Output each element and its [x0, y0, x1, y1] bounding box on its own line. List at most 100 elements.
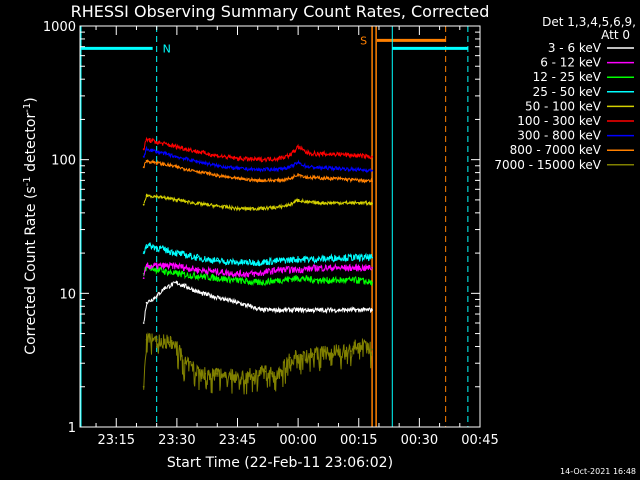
data-point	[289, 177, 291, 180]
night-flag-label: N	[163, 42, 171, 55]
data-point	[212, 295, 215, 298]
series-trace	[143, 263, 373, 287]
data-point	[188, 286, 190, 289]
data-point	[289, 166, 291, 169]
data-point	[155, 150, 158, 153]
legend-header-1: Det 1,3,4,5,6,9,	[542, 15, 636, 29]
legend-header-2: Att 0	[601, 28, 630, 42]
data-point	[216, 372, 219, 375]
data-point	[297, 268, 299, 271]
data-point	[155, 295, 158, 298]
data-point	[236, 207, 239, 210]
data-point	[305, 151, 308, 154]
x-tick-label: 00:15	[340, 433, 377, 448]
series-3-to-6keV	[142, 280, 373, 324]
data-point	[224, 298, 227, 301]
data-point	[333, 309, 336, 311]
data-point	[176, 155, 178, 158]
data-point	[216, 270, 219, 273]
data-point	[167, 341, 170, 344]
series-7000-to-15000keV	[142, 332, 373, 395]
data-point	[163, 286, 166, 289]
series-25-to-50keV	[142, 242, 373, 267]
series-trace	[143, 158, 373, 184]
data-point	[297, 258, 299, 261]
data-point	[277, 157, 279, 160]
data-point	[297, 173, 299, 176]
data-point	[273, 309, 275, 311]
data-point	[321, 309, 324, 311]
series-12-to-25keV	[142, 263, 373, 287]
data-point	[236, 272, 239, 275]
data-point	[337, 256, 340, 259]
data-point	[155, 338, 158, 341]
series-6-to-12keV	[142, 261, 373, 279]
data-point	[317, 279, 320, 282]
data-point	[256, 158, 259, 161]
x-tick-label: 00:00	[279, 433, 316, 448]
legend-label: 50 - 100 keV	[525, 99, 602, 113]
x-tick-label: 23:45	[219, 433, 256, 448]
data-point	[196, 268, 199, 271]
x-tick-label: 23:30	[158, 433, 195, 448]
data-point	[371, 169, 373, 172]
series-trace	[143, 261, 372, 279]
data-point	[337, 177, 340, 180]
data-point	[204, 372, 207, 375]
data-point	[264, 370, 267, 373]
series-trace	[143, 242, 373, 267]
data-point	[196, 202, 199, 205]
legend-label: 100 - 300 keV	[517, 114, 601, 128]
data-point	[371, 256, 373, 259]
data-point	[216, 154, 219, 157]
data-point	[145, 265, 148, 267]
series-100-to-300keV	[142, 136, 373, 163]
y-axis-label: Corrected Count Rate (s-1 detector-1)	[22, 97, 40, 354]
data-point	[145, 301, 148, 304]
data-point	[317, 202, 320, 204]
data-point	[216, 164, 219, 167]
data-point	[142, 277, 145, 279]
observing-flags: NS	[80, 26, 469, 427]
data-point	[155, 246, 158, 249]
data-point	[176, 145, 178, 148]
data-point	[277, 372, 279, 375]
data-point	[305, 165, 308, 168]
data-point	[277, 268, 279, 271]
footer-date: 14-Oct-2021 16:48	[560, 467, 636, 476]
series-trace	[143, 145, 373, 174]
data-point	[228, 372, 231, 375]
data-point	[200, 292, 203, 295]
y-axis-label-exponent-1: -1	[22, 176, 33, 186]
legend-label: 7000 - 15000 keV	[494, 158, 601, 172]
data-point	[256, 261, 259, 264]
data-point	[196, 256, 199, 259]
y-axis-label-end: )	[23, 97, 39, 102]
data-point	[155, 141, 158, 144]
data-point	[142, 322, 145, 324]
data-point	[145, 194, 148, 197]
data-point	[256, 168, 259, 171]
x-axis: 23:15 23:30 23:45 00:00 00:15 00:30 00:45	[95, 26, 499, 448]
data-point	[142, 148, 145, 151]
data-point	[297, 309, 299, 311]
chart-title: RHESSI Observing Summary Count Rates, Co…	[71, 2, 490, 21]
data-point	[301, 355, 304, 357]
data-point	[337, 202, 340, 204]
data-point	[357, 202, 360, 204]
data-point	[145, 138, 148, 141]
data-point	[357, 179, 360, 182]
data-point	[297, 145, 299, 148]
data-point	[196, 150, 199, 153]
data-point	[371, 267, 373, 269]
legend-label: 12 - 25 keV	[533, 70, 602, 84]
data-point	[256, 272, 259, 275]
data-point	[305, 176, 308, 179]
data-point	[317, 153, 320, 156]
plot-frame	[79, 25, 481, 428]
data-point	[236, 301, 239, 304]
data-point	[176, 272, 178, 275]
data-point	[142, 385, 145, 388]
data-point	[297, 199, 299, 201]
